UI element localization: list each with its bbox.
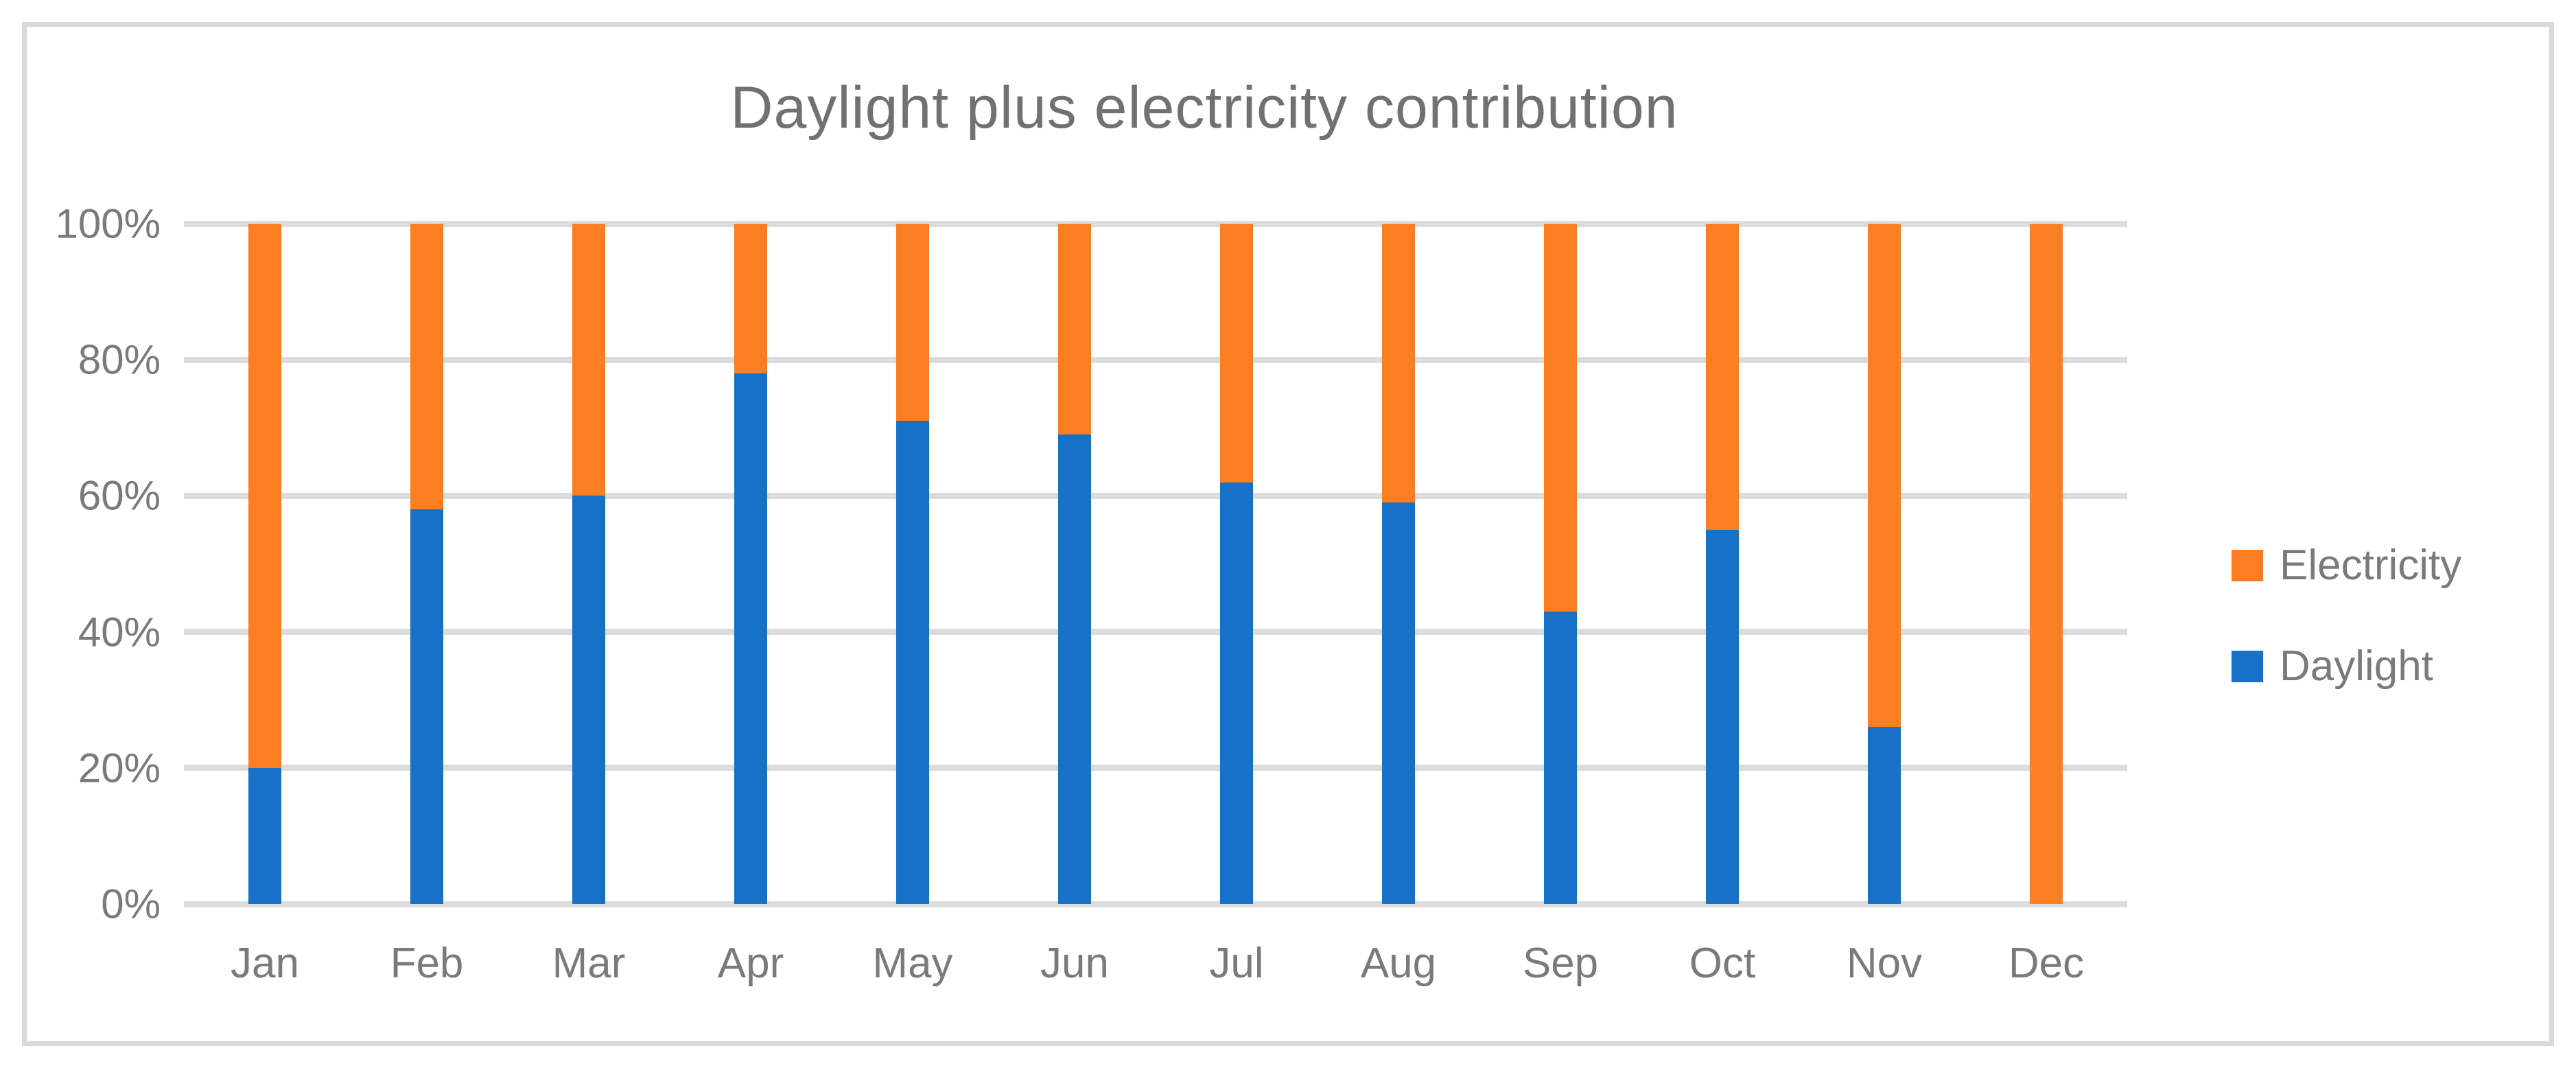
y-tick-label-80%: 80% [78, 336, 161, 383]
bar-group-feb [410, 224, 443, 904]
bar-group-sep [1544, 224, 1577, 904]
x-tick-label-oct: Oct [1689, 940, 1756, 987]
x-tick-label-apr: Apr [717, 940, 784, 987]
bar-group-nov [1868, 224, 1901, 904]
daylight-segment-oct [1706, 529, 1739, 904]
electricity-segment-may [896, 224, 929, 421]
gridline-20% [184, 765, 2127, 771]
y-axis: 0% 20% 40% 60% 80% 100% [0, 201, 172, 927]
x-tick-label-aug: Aug [1360, 940, 1437, 987]
electricity-segment-jul [1220, 224, 1253, 483]
x-tick-label-nov: Nov [1846, 940, 1923, 987]
daylight-swatch-icon [2232, 650, 2263, 682]
daylight-segment-nov [1868, 727, 1901, 904]
x-tick-label-dec: Dec [2008, 940, 2085, 987]
electricity-segment-apr [734, 224, 767, 374]
x-axis: Jan Feb Mar Apr May Jun Jul Aug Sep Oct Nov Dec [184, 939, 2127, 1001]
x-tick-label-jan: Jan [231, 940, 299, 987]
bar-group-jul [1220, 224, 1253, 904]
x-tick-label-may: May [872, 940, 953, 987]
electricity-segment-feb [410, 224, 443, 510]
gridline-80% [184, 356, 2127, 363]
x-tick-label-sep: Sep [1522, 940, 1599, 987]
daylight-segment-jan [248, 767, 281, 904]
gridline-100% [184, 220, 2127, 227]
bar-group-oct [1706, 224, 1739, 904]
gridline-40% [184, 629, 2127, 636]
bar-group-may [896, 224, 929, 904]
bar-group-dec [2030, 224, 2063, 904]
daylight-segment-may [896, 421, 929, 904]
daylight-segment-aug [1382, 502, 1415, 904]
y-tick-label-60%: 60% [78, 472, 161, 519]
bar-group-jan [248, 224, 281, 904]
electricity-segment-dec [2030, 224, 2063, 904]
y-tick-label-0%: 0% [101, 881, 161, 927]
electricity-segment-mar [572, 224, 605, 496]
legend-item-electricity: Electricity [2232, 541, 2461, 590]
bar-group-mar [572, 224, 605, 904]
electricity-segment-sep [1544, 224, 1577, 612]
daylight-segment-sep [1544, 611, 1577, 904]
x-tick-label-feb: Feb [390, 940, 464, 987]
daylight-segment-feb [410, 509, 443, 904]
bar-group-aug [1382, 224, 1415, 904]
legend-label-electricity: Electricity [2280, 542, 2462, 589]
x-tick-label-jul: Jul [1209, 940, 1264, 987]
y-tick-label-20%: 20% [78, 745, 161, 791]
y-tick-label-40%: 40% [78, 609, 161, 655]
legend-item-daylight: Daylight [2232, 642, 2461, 690]
chart-frame [22, 22, 2554, 1046]
electricity-segment-oct [1706, 224, 1739, 530]
y-tick-label-100%: 100% [55, 200, 161, 247]
gridline-60% [184, 492, 2127, 499]
x-tick-label-jun: Jun [1040, 940, 1109, 987]
daylight-segment-mar [572, 496, 605, 904]
electricity-segment-jun [1058, 224, 1091, 435]
legend: Electricity Daylight [2232, 541, 2461, 690]
daylight-segment-jul [1220, 482, 1253, 904]
legend-label-daylight: Daylight [2280, 642, 2433, 690]
plot-area [184, 220, 2127, 907]
chart-title: Daylight plus electricity contribution [730, 75, 1678, 141]
electricity-segment-nov [1868, 224, 1901, 728]
x-tick-label-mar: Mar [552, 940, 626, 987]
daylight-segment-apr [734, 373, 767, 904]
bar-group-apr [734, 224, 767, 904]
electricity-segment-jan [248, 224, 281, 768]
daylight-segment-jun [1058, 434, 1091, 904]
electricity-segment-aug [1382, 224, 1415, 503]
bar-group-jun [1058, 224, 1091, 904]
gridline-0% [184, 901, 2127, 907]
electricity-swatch-icon [2232, 549, 2263, 581]
